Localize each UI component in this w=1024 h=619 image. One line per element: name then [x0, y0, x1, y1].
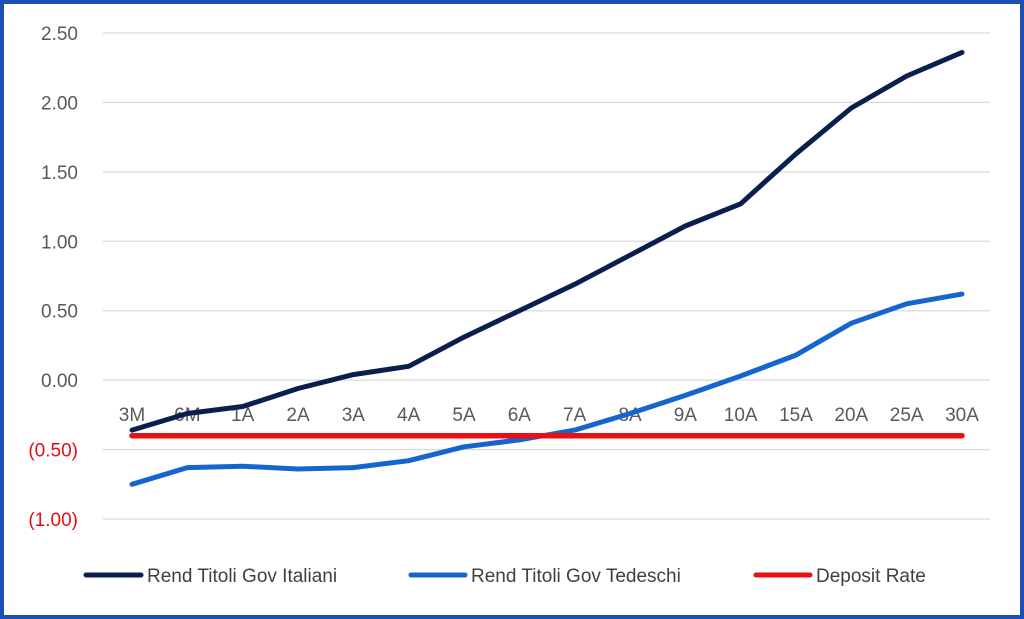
y-tick-label: 2.00 — [41, 93, 78, 114]
gridlines — [103, 32, 990, 520]
legend: Rend Titoli Gov Italiani Rend Titoli Gov … — [83, 566, 926, 587]
y-axis-ticks: 2.50 2.00 1.50 1.00 0.50 0.00 (0.50) (1.00) — [28, 24, 78, 531]
y-tick-label: 0.00 — [41, 371, 78, 392]
y-tick-label: (1.00) — [28, 510, 78, 531]
x-tick-label: 7A — [563, 405, 587, 426]
x-tick-label: 3A — [342, 405, 366, 426]
x-tick-label: 25A — [890, 405, 924, 426]
series-lines — [129, 49, 965, 487]
y-tick-label: 2.50 — [41, 24, 78, 45]
x-tick-label: 1A — [231, 405, 255, 426]
x-tick-label: 10A — [724, 405, 758, 426]
legend-label: Deposit Rate — [816, 566, 926, 587]
legend-label: Rend Titoli Gov Italiani — [147, 566, 337, 587]
series-line-tedeschi — [129, 291, 965, 487]
x-tick-label: 20A — [834, 405, 868, 426]
x-tick-label: 30A — [945, 405, 979, 426]
y-tick-label: 0.50 — [41, 302, 78, 323]
y-tick-label: 1.50 — [41, 163, 78, 184]
x-tick-label: 2A — [286, 405, 310, 426]
x-tick-label: 15A — [779, 405, 813, 426]
series-line-italiani — [129, 49, 965, 433]
x-tick-label: 6A — [508, 405, 532, 426]
y-tick-label: (0.50) — [28, 441, 78, 462]
legend-label: Rend Titoli Gov Tedeschi — [471, 566, 681, 587]
x-axis-ticks: 3M 6M 1A 2A 3A 4A 5A 6A 7A 8A 9A 10A 15A 20A 25A 30A — [119, 405, 979, 426]
x-tick-label: 4A — [397, 405, 421, 426]
x-tick-label: 9A — [674, 405, 698, 426]
y-tick-label: 1.00 — [41, 232, 78, 253]
x-tick-label: 3M — [119, 405, 145, 426]
x-tick-label: 5A — [452, 405, 476, 426]
